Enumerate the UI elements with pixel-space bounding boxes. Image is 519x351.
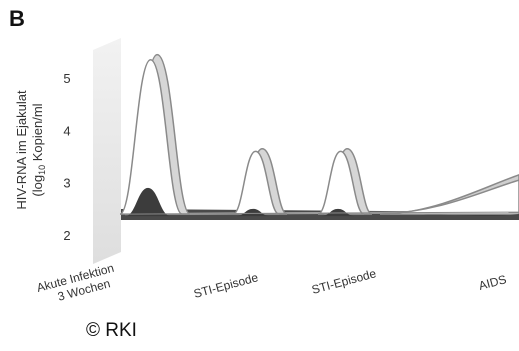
peak-envelope-inner: [232, 150, 280, 215]
back-wall: [93, 38, 121, 264]
y-tick-label: 2: [63, 228, 70, 243]
aids-dark-core: [420, 214, 519, 216]
category-label: AIDS: [477, 272, 508, 293]
category-label: STI-Episode: [192, 270, 260, 301]
category-label-text: AIDS: [477, 272, 508, 293]
category-label-text: STI-Episode: [310, 266, 378, 297]
peak-dark-core: [236, 208, 270, 217]
baseline-outline: [124, 211, 519, 215]
peak-dark-core: [321, 208, 355, 217]
y-tick-label: 5: [63, 71, 70, 86]
y-axis-label-line2: (log10 Kopien/ml: [30, 103, 47, 196]
peak-dark-core: [125, 187, 171, 217]
y-axis-label: HIV-RNA im Ejakulat (log10 Kopien/ml: [14, 90, 47, 210]
y-axis-label-line1: HIV-RNA im Ejakulat: [14, 90, 29, 210]
panel-label: B: [9, 6, 25, 31]
y-tick-label: 4: [63, 123, 70, 138]
category-label-text: STI-Episode: [192, 270, 260, 301]
y-tick-label: 3: [63, 176, 70, 191]
peak-envelope-inner: [119, 59, 183, 215]
category-label: STI-Episode: [310, 266, 378, 297]
copyright-credit: © RKI: [86, 320, 137, 341]
peak-envelope-inner: [317, 150, 365, 215]
